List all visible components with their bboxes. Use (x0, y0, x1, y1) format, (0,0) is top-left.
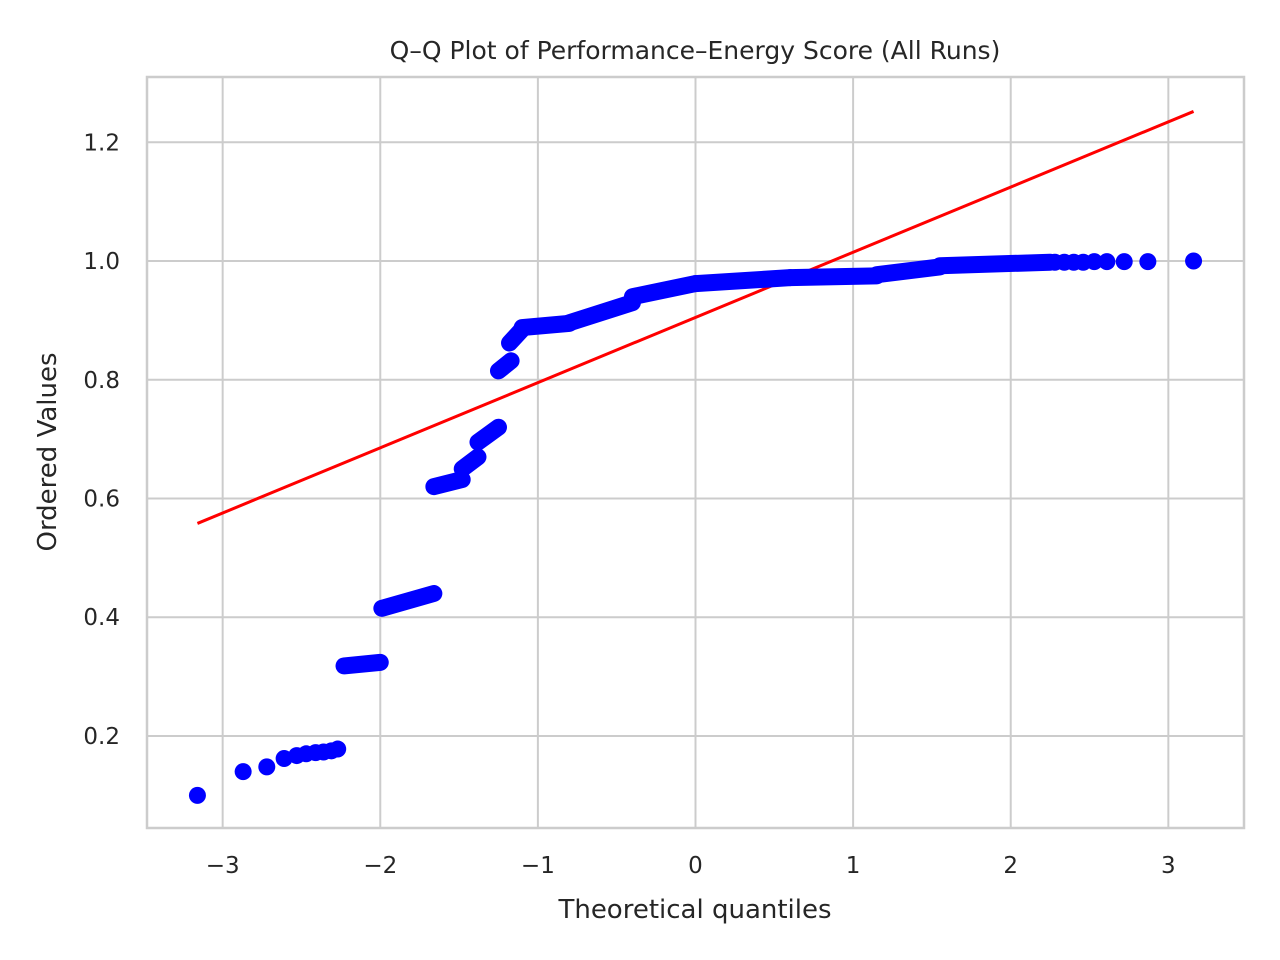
fit-line-layer (196, 110, 1195, 525)
data-point (1185, 252, 1203, 270)
data-point (329, 740, 347, 758)
y-axis-label: Ordered Values (33, 352, 63, 551)
data-point (1115, 253, 1133, 271)
chart-title: Q–Q Plot of Performance–Energy Score (Al… (390, 36, 1001, 65)
data-point-cluster (425, 471, 471, 496)
data-point (188, 786, 206, 804)
data-point (258, 758, 276, 776)
data-point-cluster (469, 418, 507, 451)
x-tick-label: 1 (846, 853, 861, 879)
y-tick-label: 0.2 (83, 724, 120, 750)
data-point-cluster (931, 253, 1059, 275)
plot-frame (145, 75, 1246, 830)
x-tick-label: 3 (1161, 853, 1176, 879)
data-point-cluster (373, 584, 443, 617)
data-points (188, 252, 1203, 804)
data-point (1098, 253, 1116, 271)
y-tick-label: 0.4 (83, 605, 120, 631)
data-point-cluster (560, 294, 641, 332)
data-point (234, 763, 252, 781)
x-axis-label: Theoretical quantiles (557, 895, 831, 925)
data-point-cluster (687, 269, 799, 293)
data-point-cluster (453, 448, 487, 478)
gridlines (147, 77, 1244, 828)
y-tick-labels: 0.2 0.4 0.6 0.8 1.0 1.2 (83, 130, 120, 750)
x-tick-label: 0 (688, 853, 703, 879)
y-tick-label: 0.6 (83, 487, 120, 513)
data-point-cluster (335, 653, 389, 675)
data-point (1139, 253, 1157, 271)
x-tick-label: −3 (206, 853, 240, 879)
data-point-cluster (781, 267, 886, 287)
x-tick-label: −2 (363, 853, 397, 879)
fit-line (196, 110, 1195, 525)
x-tick-labels: −3 −2 −1 0 1 2 3 (206, 853, 1176, 879)
y-tick-label: 1.2 (83, 130, 120, 156)
y-tick-label: 1.0 (83, 249, 120, 275)
y-tick-label: 0.8 (83, 368, 120, 394)
x-tick-label: −1 (521, 853, 555, 879)
data-point-cluster (623, 275, 704, 306)
data-point-cluster (868, 258, 949, 284)
x-tick-label: 2 (1003, 853, 1018, 879)
data-point-cluster (489, 352, 520, 380)
data-point (1085, 253, 1103, 271)
